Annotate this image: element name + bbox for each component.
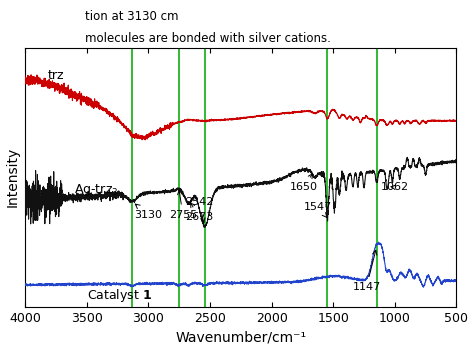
Text: 3130: 3130 <box>134 204 163 220</box>
Text: molecules are bonded with silver cations.: molecules are bonded with silver cations… <box>85 32 331 44</box>
Text: Catalyst $\mathbf{1}$: Catalyst $\mathbf{1}$ <box>87 287 152 304</box>
Text: 1650: 1650 <box>290 174 318 192</box>
Text: 1147: 1147 <box>352 250 381 292</box>
Text: tion at 3130 cm: tion at 3130 cm <box>85 10 179 23</box>
Text: 2542: 2542 <box>185 197 213 223</box>
Text: trz: trz <box>47 70 64 83</box>
X-axis label: Wavenumber/cm⁻¹: Wavenumber/cm⁻¹ <box>175 330 306 344</box>
Text: 1547: 1547 <box>304 202 333 217</box>
Text: 2755: 2755 <box>169 190 197 220</box>
Text: 2673: 2673 <box>185 203 213 222</box>
Text: Ag-trz$_3$: Ag-trz$_3$ <box>74 182 119 198</box>
Y-axis label: Intensity: Intensity <box>6 147 19 208</box>
Text: 1062: 1062 <box>381 182 409 192</box>
